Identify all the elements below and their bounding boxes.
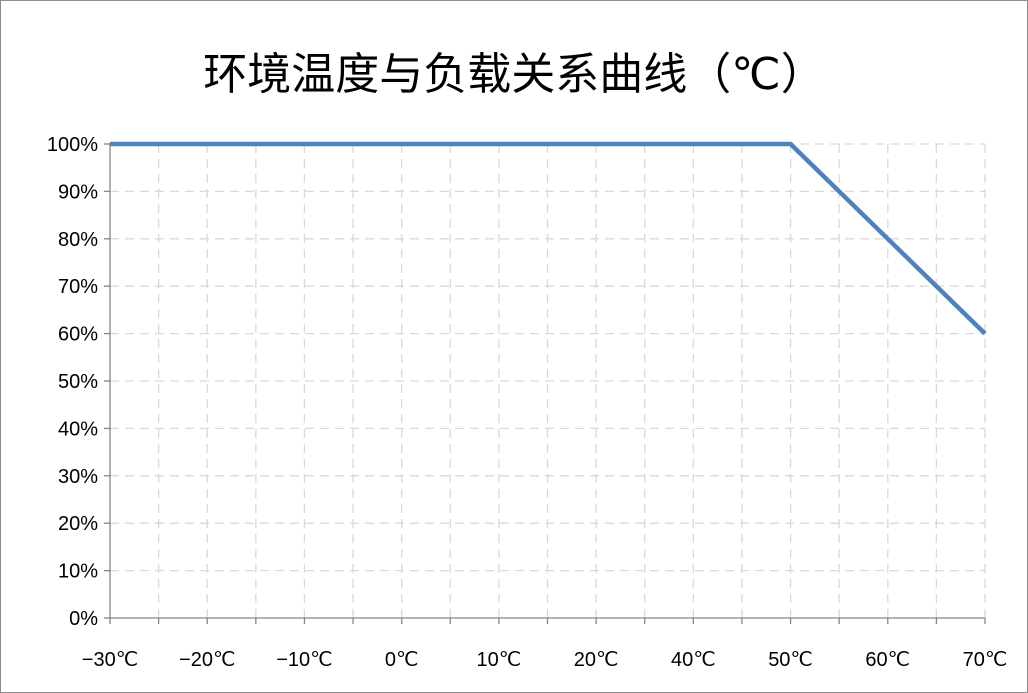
y-tick-label: 30% xyxy=(58,466,98,488)
x-tick-label: 0℃ xyxy=(385,649,419,671)
x-tick-label: 60℃ xyxy=(865,649,910,671)
series-layer xyxy=(110,141,987,336)
gridlines xyxy=(110,143,986,618)
x-tick-label: 50℃ xyxy=(768,649,813,671)
y-tick-label: 20% xyxy=(58,513,98,535)
y-tick-label: 0% xyxy=(69,608,98,630)
chart-title: 环境温度与负载关系曲线（℃） xyxy=(203,49,824,100)
y-tick-label: 40% xyxy=(58,418,98,440)
x-tick-label: −20℃ xyxy=(179,649,235,671)
y-tick-label: 100% xyxy=(47,134,98,156)
x-tick-label: 70℃ xyxy=(963,649,1008,671)
x-tick-label: −10℃ xyxy=(276,649,332,671)
y-tick-label: 70% xyxy=(58,276,98,298)
x-tick-label: −30℃ xyxy=(82,649,138,671)
x-tick-label: 40℃ xyxy=(671,649,716,671)
axes xyxy=(104,143,986,624)
tick-labels: 0% 10% 20% 30% 40% 50% 60% 70% 80% 90% 100% −30℃ −20… xyxy=(47,134,1008,671)
y-tick-label: 50% xyxy=(58,371,98,393)
y-tick-label: 90% xyxy=(58,181,98,203)
y-tick-label: 60% xyxy=(58,324,98,346)
series-line xyxy=(110,141,987,336)
y-tick-label: 80% xyxy=(58,229,98,251)
x-tick-label: 20℃ xyxy=(574,649,619,671)
y-tick-label: 10% xyxy=(58,561,98,583)
x-tick-label: 10℃ xyxy=(477,649,522,671)
